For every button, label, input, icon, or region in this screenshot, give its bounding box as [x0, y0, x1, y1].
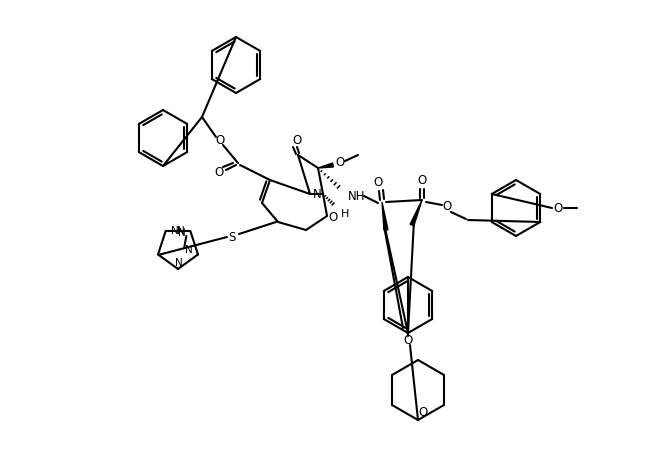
Text: O: O: [418, 406, 428, 419]
Text: H: H: [341, 209, 349, 219]
Text: O: O: [553, 202, 562, 214]
Text: N: N: [178, 228, 186, 238]
Polygon shape: [410, 200, 422, 226]
Text: O: O: [403, 335, 413, 347]
Text: O: O: [335, 157, 345, 170]
Text: N: N: [185, 245, 193, 256]
Text: N: N: [178, 226, 185, 236]
Text: S: S: [228, 230, 236, 243]
Text: O: O: [329, 211, 337, 224]
Text: O: O: [293, 133, 302, 147]
Text: N: N: [171, 226, 178, 236]
Text: O: O: [373, 177, 383, 189]
Text: O: O: [214, 166, 224, 180]
Polygon shape: [382, 202, 388, 230]
Text: NH: NH: [348, 190, 366, 204]
Text: N: N: [175, 258, 183, 268]
Polygon shape: [318, 163, 333, 168]
Text: O: O: [442, 201, 452, 213]
Text: O: O: [418, 174, 427, 188]
Text: O: O: [215, 134, 224, 148]
Text: N: N: [313, 188, 321, 202]
